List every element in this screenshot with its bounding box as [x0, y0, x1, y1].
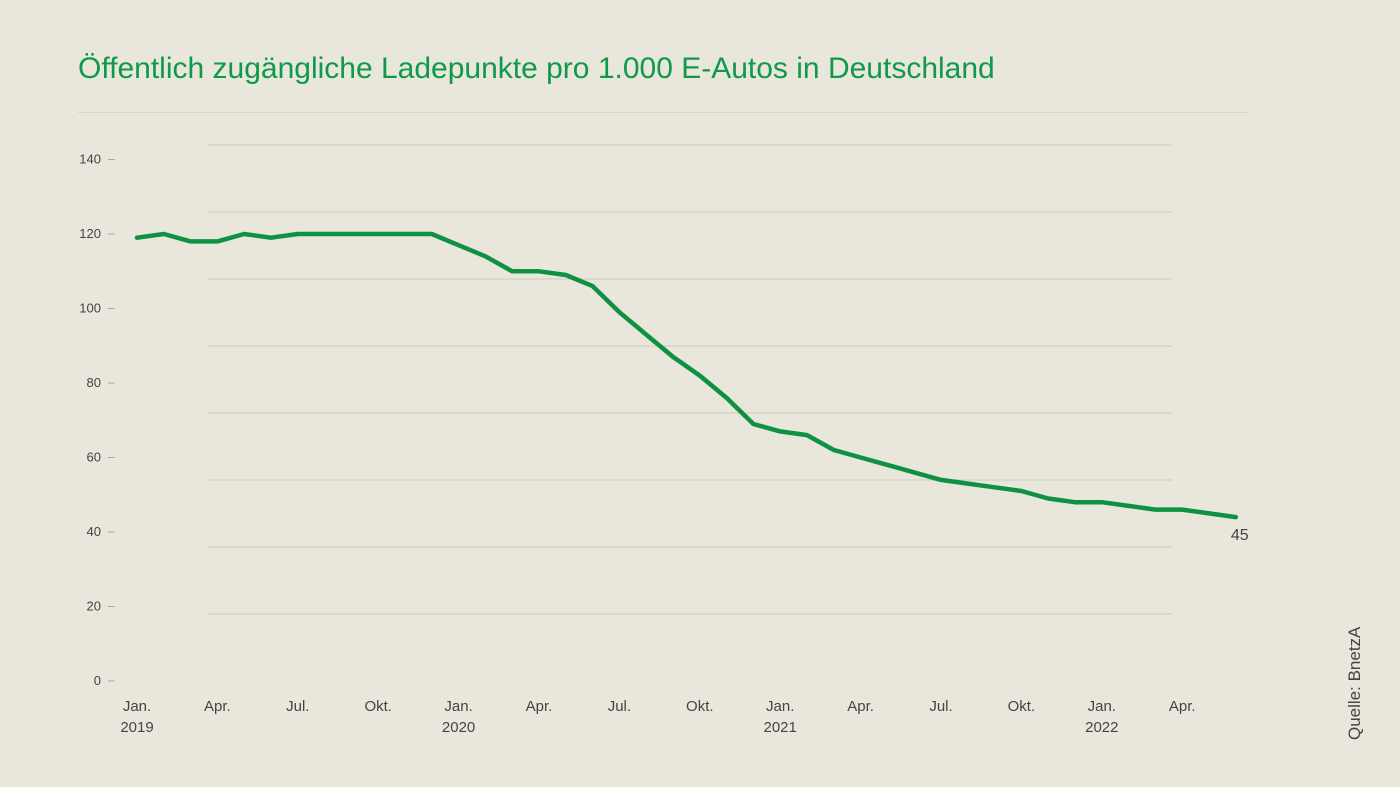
x-tick-year-label: 2021 [764, 719, 797, 736]
x-axis: Jan. 2019 Apr. Jul. Okt. Jan. 2020 Apr. Jul. Okt.… [120, 698, 1195, 736]
y-tick-label: 0 [94, 673, 101, 688]
x-tick-year-label: 2020 [442, 719, 475, 736]
x-tick-label: Jan. [766, 698, 794, 715]
x-tick-label: Okt. [1008, 698, 1036, 715]
x-tick-label: Okt. [686, 698, 714, 715]
x-tick-year-label: 2022 [1085, 719, 1118, 736]
x-tick-label: Jan. [1088, 698, 1116, 715]
y-tick-label: 20 [87, 599, 101, 614]
y-tick-label: 120 [79, 226, 101, 241]
y-tick-label: 100 [79, 301, 101, 316]
x-tick-label: Okt. [364, 698, 392, 715]
title-divider [78, 112, 1248, 113]
x-tick-label: Apr. [847, 698, 874, 715]
x-tick-label: Apr. [1169, 698, 1196, 715]
end-value-label: 45 [1231, 527, 1249, 544]
x-tick-label: Jul. [929, 698, 952, 715]
chart-title: Öffentlich zugängliche Ladepunkte pro 1.… [78, 52, 995, 85]
x-tick-label: Jan. [444, 698, 472, 715]
data-labels: 45 [1231, 527, 1249, 544]
y-tick-label: 80 [87, 375, 101, 390]
x-tick-label: Jul. [286, 698, 309, 715]
grid-lines [207, 144, 1172, 615]
y-axis: 0 20 40 60 80 100 120 140 [79, 152, 115, 688]
series-group [134, 231, 1239, 520]
x-tick-label: Apr. [204, 698, 231, 715]
y-tick-label: 140 [79, 152, 101, 167]
x-tick-year-label: 2019 [120, 719, 153, 736]
series-line [134, 231, 1239, 520]
y-tick-label: 40 [87, 524, 101, 539]
source-note: Quelle: BnetzA [1345, 626, 1364, 740]
y-tick-label: 60 [87, 450, 101, 465]
x-tick-label: Jan. [123, 698, 151, 715]
x-tick-label: Apr. [526, 698, 553, 715]
x-tick-label: Jul. [608, 698, 631, 715]
